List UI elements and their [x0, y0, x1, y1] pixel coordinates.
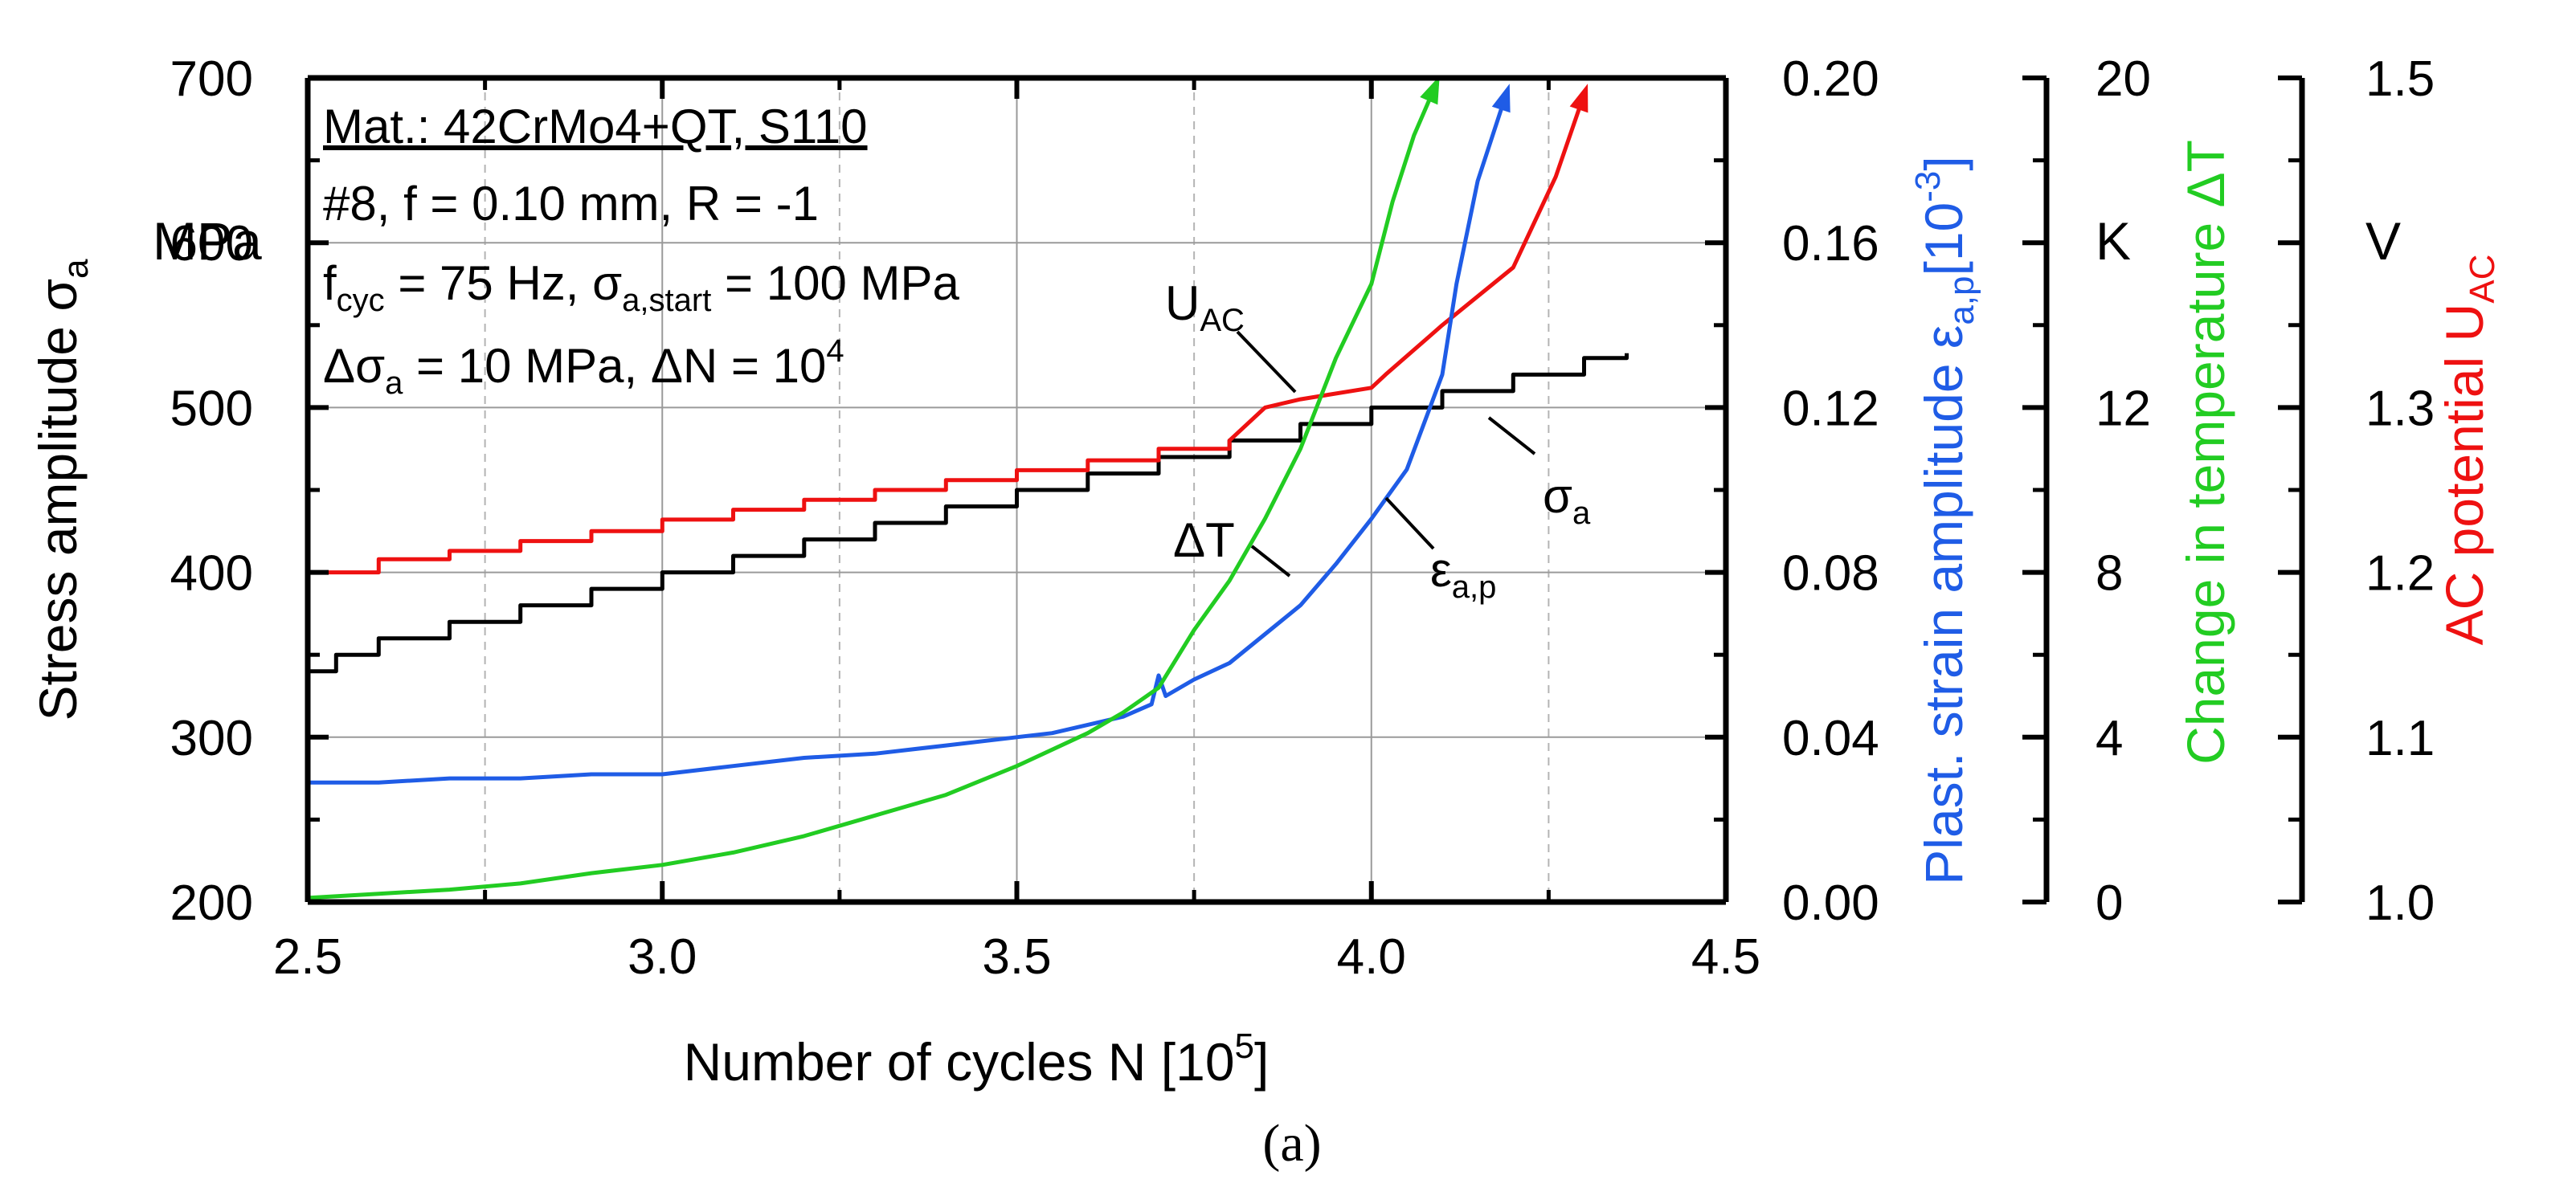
info-line-3-b: = 75 Hz, σ: [385, 256, 623, 310]
strain-tick-label: 0.12: [1782, 381, 1879, 436]
x-axis-title: Number of cycles N [105]: [684, 1027, 1270, 1092]
info-line-4-b: = 10 MPa, ΔN = 10: [403, 339, 826, 393]
stress-axis-unit: MPa: [153, 211, 262, 271]
potential-tick-label: 1.0: [2365, 876, 2435, 931]
strain-tick-label: 0.08: [1782, 546, 1879, 602]
sigma-leader: [1487, 416, 1536, 455]
series-delta_t: [307, 85, 1437, 900]
grid: [308, 78, 1726, 902]
stress-tick-label: 400: [170, 546, 253, 602]
svg-text:Stress amplitude σa: Stress amplitude σa: [28, 259, 96, 721]
stress-tick-label: 300: [170, 711, 253, 766]
svg-text:AC potential UAC: AC potential UAC: [2435, 255, 2502, 646]
temperature-tick-label: 12: [2096, 381, 2151, 436]
info-line-3: fcyc = 75 Hz, σa,start = 100 MPa: [323, 256, 959, 318]
strain-tick-labels: 0.00 0.04 0.08 0.12 0.16 0.20: [1782, 51, 1879, 931]
x-tick-label: 2.5: [273, 929, 342, 985]
series-u_ac: [308, 93, 1586, 575]
dt-leader: [1250, 545, 1291, 578]
sigma-label-sub: a: [1572, 496, 1591, 531]
curve-annotations: UAC σa ΔT εa,p: [1165, 276, 1591, 605]
eps-label-sub: a,p: [1452, 569, 1497, 605]
axis-ticks: [305, 76, 1728, 904]
temperature-tick-label: 20: [2096, 51, 2151, 107]
temperature-axis: 0 4 8 12 20: [2022, 51, 2151, 931]
info-line-4-sub: a: [385, 365, 403, 401]
sigma-label: σa: [1543, 469, 1591, 531]
x-axis-title-sup: 5: [1235, 1027, 1254, 1066]
stress-tick-label: 700: [170, 51, 253, 107]
stress-tick-labels: 200 300 400 500 600 700: [170, 51, 253, 931]
uac-label: UAC: [1165, 276, 1245, 338]
stress-tick-label: 500: [170, 381, 253, 436]
strain-tick-label: 0.00: [1782, 876, 1879, 931]
series-sigma_a: [308, 353, 1629, 674]
strain-axis-title-end: ]: [1914, 156, 1973, 170]
data-series: [307, 76, 1629, 900]
x-tick-label: 4.0: [1337, 929, 1406, 985]
info-line-3-sub-2: a,start: [622, 283, 711, 318]
stress-axis-title-sub: a: [56, 259, 96, 279]
uac-leader: [1236, 330, 1297, 394]
strain-tick-label: 0.16: [1782, 216, 1879, 271]
info-line-2: #8, f = 0.10 mm, R = -1: [323, 177, 819, 231]
dt-label: ΔT: [1173, 513, 1235, 567]
temperature-axis-unit: K: [2096, 211, 2131, 271]
potential-axis: 1.0 1.1 1.2 1.3 1.5: [2278, 51, 2435, 931]
potential-tick-label: 1.3: [2365, 381, 2435, 436]
x-tick-label: 3.5: [982, 929, 1051, 985]
eps-leader: [1384, 496, 1435, 550]
potential-axis-unit: V: [2365, 211, 2401, 271]
info-line-4: Δσa = 10 MPa, ΔN = 104: [323, 333, 844, 401]
info-line-1: Mat.: 42CrMo4+QT, S110: [323, 100, 868, 153]
stress-tick-label: 600: [170, 216, 253, 271]
series-eps_ap: [308, 93, 1508, 785]
x-tick-label: 4.5: [1691, 929, 1760, 985]
info-line-3-c: = 100 MPa: [711, 256, 959, 310]
x-tick-label: 3.0: [628, 929, 697, 985]
panel-label: (a): [1262, 1114, 1321, 1173]
temperature-tick-label: 8: [2096, 546, 2123, 602]
info-line-4-sup: 4: [826, 333, 844, 369]
strain-tick-label: 0.20: [1782, 51, 1879, 107]
x-tick-labels: 2.5 3.0 3.5 4.0 4.5: [273, 929, 1760, 985]
arrowhead-delta_t: [1420, 76, 1440, 105]
strain-axis-title-bracket: [10: [1914, 202, 1973, 276]
strain-axis-title-sup: -3: [1908, 171, 1948, 202]
stress-axis-title: Stress amplitude σa: [28, 259, 96, 721]
temperature-axis-title: Change in temperature ΔT: [2176, 140, 2235, 765]
svg-text:Plast. strain amplitude εa,p[1: Plast. strain amplitude εa,p[10-3]: [1908, 156, 1981, 884]
potential-tick-label: 1.1: [2365, 711, 2435, 766]
strain-axis-title: Plast. strain amplitude εa,p[10-3]: [1908, 156, 1981, 884]
strain-tick-label: 0.04: [1782, 711, 1879, 766]
eps-label: εa,p: [1430, 543, 1496, 605]
x-axis-title-end: ]: [1254, 1032, 1269, 1092]
potential-axis-title-sub: AC: [2463, 255, 2502, 304]
potential-tick-label: 1.5: [2365, 51, 2435, 107]
temperature-tick-label: 0: [2096, 876, 2123, 931]
temperature-tick-label: 4: [2096, 711, 2123, 766]
svg-text:Change in temperature ΔT: Change in temperature ΔT: [2176, 140, 2235, 765]
info-line-3-sub-1: cyc: [337, 283, 385, 318]
stress-tick-label: 200: [170, 876, 253, 931]
potential-axis-title: AC potential UAC: [2435, 255, 2502, 646]
potential-tick-label: 1.2: [2365, 546, 2435, 602]
arrowhead-eps_ap: [1491, 84, 1511, 113]
strain-axis-title-sub: a,p: [1942, 276, 1981, 324]
info-box: Mat.: 42CrMo4+QT, S110 #8, f = 0.10 mm, …: [323, 100, 959, 401]
arrowhead-u_ac: [1569, 84, 1589, 113]
